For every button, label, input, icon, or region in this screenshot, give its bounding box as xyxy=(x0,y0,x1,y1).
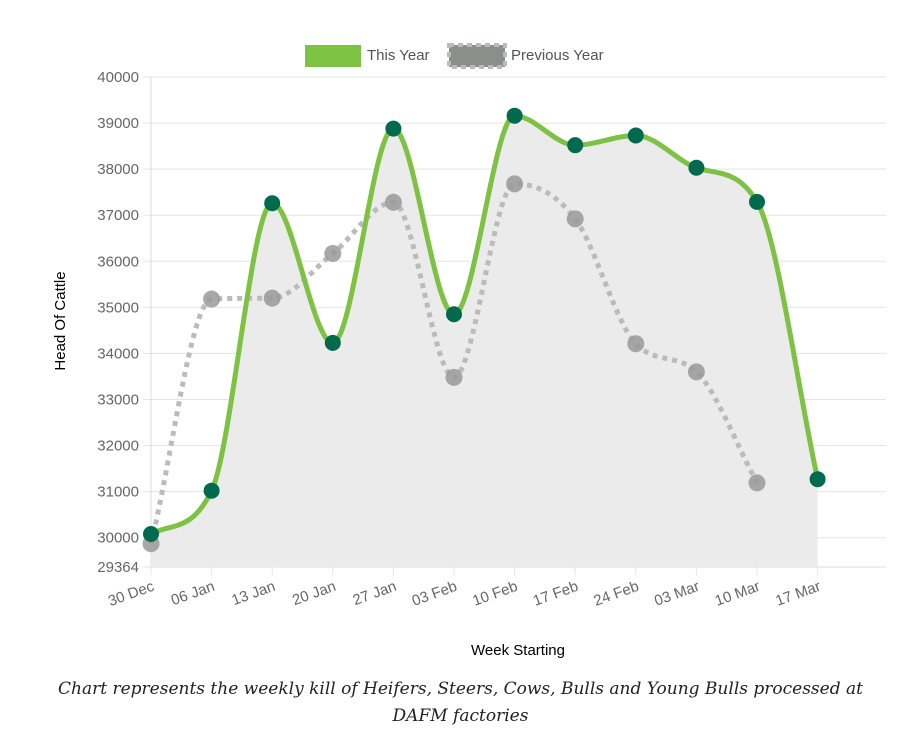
line-chart: 29364 30000 31000 32000 33000 34000 35000 36000… xyxy=(52,43,886,659)
x-tick-label: 10 Feb xyxy=(470,578,520,610)
y-tick-label: 32000 xyxy=(97,438,139,455)
legend-item-this-year[interactable]: This Year xyxy=(305,45,430,67)
this-year-point[interactable] xyxy=(385,120,402,137)
x-tick-label: 20 Jan xyxy=(290,578,338,609)
this-year-point[interactable] xyxy=(567,137,584,154)
this-year-point[interactable] xyxy=(203,482,220,499)
y-tick-label: 39000 xyxy=(97,115,139,132)
y-axis-title: Head Of Cattle xyxy=(52,271,69,370)
x-tick-label: 03 Mar xyxy=(652,578,702,610)
x-tick-label: 30 Dec xyxy=(106,578,157,610)
this-year-point[interactable] xyxy=(688,159,705,176)
previous-year-point[interactable] xyxy=(445,368,463,386)
this-year-point[interactable] xyxy=(627,127,644,144)
y-tick-label: 36000 xyxy=(97,253,139,270)
previous-year-point[interactable] xyxy=(263,289,281,307)
previous-year-point[interactable] xyxy=(506,175,524,193)
legend-item-previous-year[interactable]: Previous Year xyxy=(447,43,604,69)
legend-swatch-this-year xyxy=(305,45,361,67)
x-tick-label: 27 Jan xyxy=(351,578,399,609)
this-year-points xyxy=(143,107,826,543)
y-tick-label: 38000 xyxy=(97,161,139,178)
this-year-point[interactable] xyxy=(809,471,826,488)
x-tick-labels: 30 Dec 06 Jan 13 Jan 20 Jan 27 Jan 03 Feb 10 F… xyxy=(106,578,823,610)
this-year-point[interactable] xyxy=(264,195,281,212)
previous-year-points xyxy=(142,175,766,553)
legend[interactable]: This Year Previous Year xyxy=(305,43,604,69)
x-tick-label: 03 Feb xyxy=(410,578,460,610)
x-tick-label: 06 Jan xyxy=(169,578,217,609)
legend-label-this-year: This Year xyxy=(367,47,430,64)
chart-caption: Chart represents the weekly kill of Heif… xyxy=(58,679,863,726)
this-year-point[interactable] xyxy=(749,193,765,210)
y-tick-label: 29364 xyxy=(97,559,139,576)
x-tick-label: 17 Feb xyxy=(531,578,581,610)
y-tick-label: 30000 xyxy=(97,530,139,547)
x-tick-label: 17 Mar xyxy=(773,578,823,610)
y-tick-label: 37000 xyxy=(97,207,139,224)
this-year-point[interactable] xyxy=(143,526,159,543)
legend-swatch-previous-year xyxy=(447,43,507,69)
previous-year-point[interactable] xyxy=(566,210,584,228)
y-tick-label: 35000 xyxy=(97,299,139,316)
previous-year-point[interactable] xyxy=(748,474,766,492)
x-tick-label: 13 Jan xyxy=(229,578,277,609)
this-year-area xyxy=(151,115,818,567)
x-axis-title: Week Starting xyxy=(471,642,565,659)
previous-year-point[interactable] xyxy=(324,244,342,262)
previous-year-point[interactable] xyxy=(384,193,402,211)
previous-year-point[interactable] xyxy=(627,335,645,353)
y-tick-labels: 29364 30000 31000 32000 33000 34000 35000 36000… xyxy=(97,69,139,576)
previous-year-point[interactable] xyxy=(687,363,705,381)
this-year-point[interactable] xyxy=(446,306,462,323)
y-tick-label: 40000 xyxy=(97,69,139,86)
previous-year-point[interactable] xyxy=(203,290,221,308)
this-year-point[interactable] xyxy=(324,334,341,351)
x-tick-label: 10 Mar xyxy=(713,578,763,610)
this-year-point[interactable] xyxy=(506,107,523,124)
y-tick-label: 34000 xyxy=(97,345,139,362)
legend-label-previous-year: Previous Year xyxy=(511,47,604,64)
x-tick-label: 24 Feb xyxy=(591,578,641,610)
y-tick-label: 33000 xyxy=(97,391,139,408)
y-tick-label: 31000 xyxy=(97,484,139,501)
